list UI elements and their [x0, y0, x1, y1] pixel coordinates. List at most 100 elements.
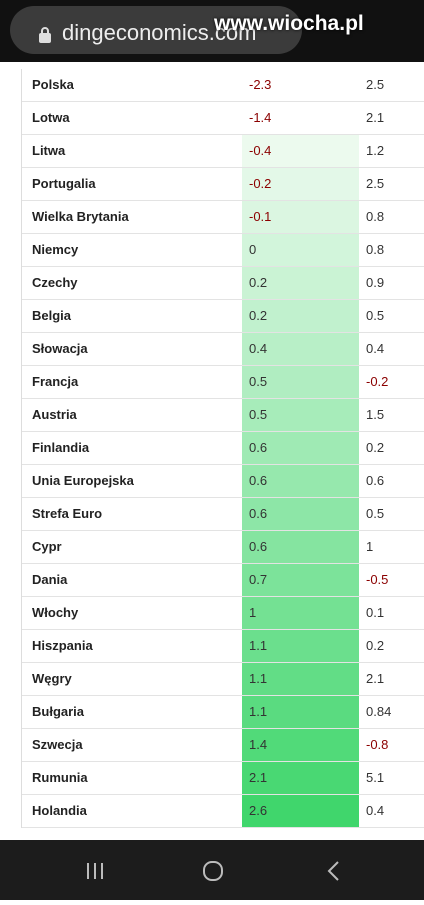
spacer: [0, 62, 424, 68]
country: Polska: [32, 77, 74, 92]
table: Polska -2.3 2.5 Lotwa -1.4 2.1 Litwa -0.4 1.2 Por…: [21, 69, 424, 828]
country: Niemcy: [32, 242, 79, 257]
table-row: Lotwa -1.4 2.1: [22, 102, 424, 135]
home-button[interactable]: [203, 861, 223, 881]
value-cell: 2.1: [242, 762, 359, 794]
value-cell: 1: [366, 539, 374, 554]
value-cell: -2.3: [249, 77, 272, 92]
value-cell: 0.5: [366, 308, 385, 323]
value-cell: 0.8: [366, 242, 385, 257]
table-row: Austria 0.5 1.5: [22, 399, 424, 432]
value-cell: 2.1: [366, 110, 385, 125]
country: Rumunia: [32, 770, 88, 785]
value-cell: -0.2: [242, 168, 359, 200]
nav-bar: [0, 840, 424, 900]
value-cell: 1: [242, 597, 359, 629]
table-row: Wielka Brytania -0.1 0.8: [22, 201, 424, 234]
value-cell: 0: [242, 234, 359, 266]
country: Finlandia: [32, 440, 90, 455]
value-cell: 0.2: [242, 267, 359, 299]
table-row: Polska -2.3 2.5: [22, 69, 424, 102]
table-row: Strefa Euro 0.6 0.5: [22, 498, 424, 531]
country: Belgia: [32, 308, 72, 323]
table-row: Szwecja 1.4 -0.8: [22, 729, 424, 762]
browser-bar: dingeconomics.com www.wiocha.pl: [0, 0, 424, 62]
country: Austria: [32, 407, 77, 422]
value-cell: 0.6: [242, 465, 359, 497]
value-cell: 0.4: [366, 803, 385, 818]
country: Unia Europejska: [32, 473, 134, 488]
value-cell: 0.4: [366, 341, 385, 356]
value-cell: 0.5: [366, 506, 385, 521]
country: Lotwa: [32, 110, 70, 125]
country: Litwa: [32, 143, 66, 158]
table-row: Portugalia -0.2 2.5: [22, 168, 424, 201]
country: Hiszpania: [32, 638, 93, 653]
country: Słowacja: [32, 341, 88, 356]
country: Węgry: [32, 671, 72, 686]
value-cell: 0.5: [242, 399, 359, 431]
value-cell: 0.8: [366, 209, 385, 224]
table-row: Włochy 1 0.1: [22, 597, 424, 630]
table-row: Finlandia 0.6 0.2: [22, 432, 424, 465]
table-row: Węgry 1.1 2.1: [22, 663, 424, 696]
watermark: www.wiocha.pl: [214, 12, 364, 35]
value-cell: 0.5: [242, 366, 359, 398]
value-cell: 0.6: [366, 473, 385, 488]
country: Portugalia: [32, 176, 96, 191]
table-row: Cypr 0.6 1: [22, 531, 424, 564]
url[interactable]: dingeconomics.com: [62, 20, 257, 45]
lock-icon: [39, 27, 51, 43]
value-cell: -0.2: [366, 374, 389, 389]
value-cell: -0.4: [242, 135, 359, 167]
country: Cypr: [32, 539, 62, 554]
value-cell: 1.5: [366, 407, 385, 422]
value-cell: 2.1: [366, 671, 385, 686]
value-cell: 0.2: [366, 638, 385, 653]
table-row: Unia Europejska 0.6 0.6: [22, 465, 424, 498]
country: Czechy: [32, 275, 78, 290]
value-cell: 2.6: [242, 795, 359, 827]
value-cell: 1.4: [242, 729, 359, 761]
value-cell: -0.8: [366, 737, 389, 752]
country: Holandia: [32, 803, 87, 818]
table-row: Bułgaria 1.1 0.84: [22, 696, 424, 729]
value-cell: 0.2: [242, 300, 359, 332]
value-cell: 0.4: [242, 333, 359, 365]
table-row: Litwa -0.4 1.2: [22, 135, 424, 168]
value-cell: 0.1: [366, 605, 385, 620]
country: Dania: [32, 572, 68, 587]
value-cell: 2.5: [366, 176, 385, 191]
value-cell: 0.6: [242, 432, 359, 464]
back-button[interactable]: [327, 861, 339, 881]
country: Strefa Euro: [32, 506, 103, 521]
value-cell: 0.9: [366, 275, 385, 290]
value-cell: 5.1: [366, 770, 385, 785]
table-row: Rumunia 2.1 5.1: [22, 762, 424, 795]
table-row: Hiszpania 1.1 0.2: [22, 630, 424, 663]
value-cell: 0.2: [366, 440, 385, 455]
value-cell: 0.6: [242, 531, 359, 563]
country: Wielka Brytania: [32, 209, 129, 224]
value-cell: 1.2: [366, 143, 385, 158]
value-cell: 1.1: [242, 630, 359, 662]
table-row: Czechy 0.2 0.9: [22, 267, 424, 300]
country: Włochy: [32, 605, 79, 620]
table-row: Niemcy 0 0.8: [22, 234, 424, 267]
country: Bułgaria: [32, 704, 85, 719]
table-row: Słowacja 0.4 0.4: [22, 333, 424, 366]
value-cell: -0.5: [366, 572, 389, 587]
table-row: Dania 0.7 -0.5: [22, 564, 424, 597]
table-row: Francja 0.5 -0.2: [22, 366, 424, 399]
country: Szwecja: [32, 737, 83, 752]
value-cell: -1.4: [249, 110, 272, 125]
table-row: Belgia 0.2 0.5: [22, 300, 424, 333]
address-bar[interactable]: dingeconomics.com: [10, 6, 302, 54]
country: Francja: [32, 374, 79, 389]
value-cell: -0.1: [242, 201, 359, 233]
value-cell: 0.7: [242, 564, 359, 596]
nav-icons: [87, 861, 339, 881]
value-cell: 1.1: [242, 663, 359, 695]
value-cell: 0.6: [242, 498, 359, 530]
